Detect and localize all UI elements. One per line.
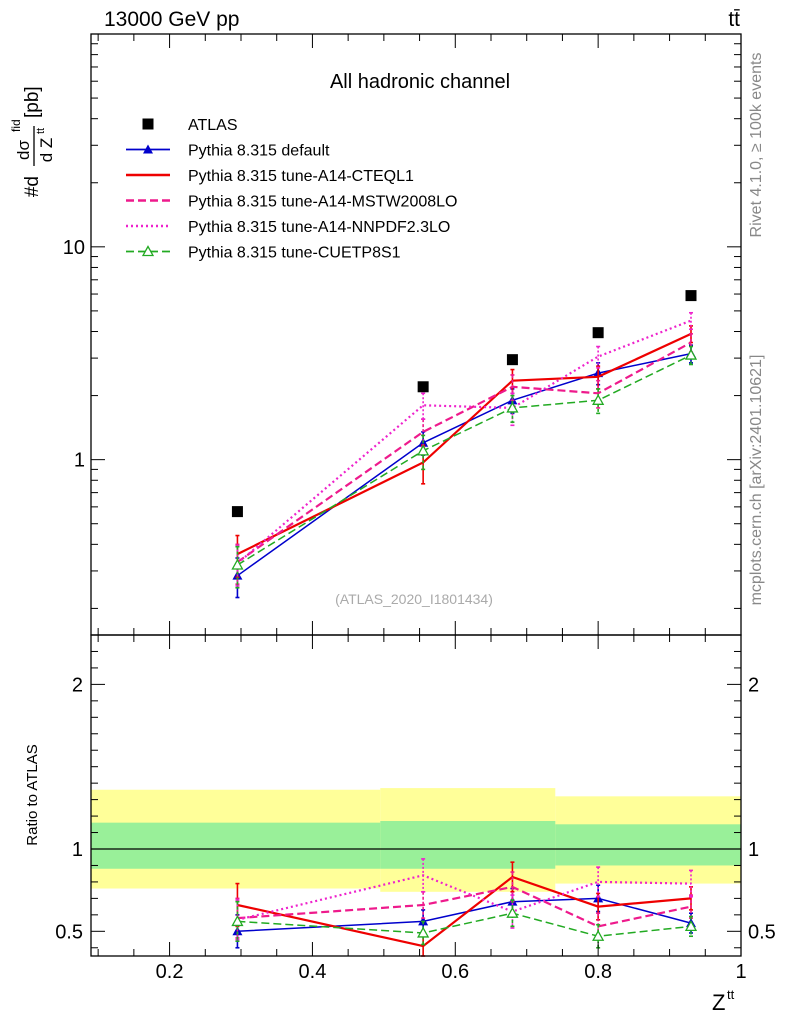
main-series-line-3 [236, 319, 692, 565]
atlas-data-point-3 [592, 327, 604, 339]
legend-label-3: Pythia 8.315 tune-A14-NNPDF2.3LO [188, 219, 450, 236]
svg-text:Z: Z [712, 990, 725, 1015]
main-marker-4-1 [417, 444, 430, 456]
svg-text:#d: #d [22, 176, 43, 197]
legend-label-4: Pythia 8.315 tune-CUETP8S1 [188, 245, 401, 262]
x-axis-label: Z tt [712, 987, 735, 1015]
main-series-line-0 [236, 352, 692, 577]
atlas-data-point-0 [231, 506, 243, 518]
ratio-frame [90, 634, 742, 957]
x-tick-label-2: 0.6 [441, 961, 469, 983]
main-y-tick-label-1: 10 [63, 237, 85, 259]
ratio-marker-4-2 [506, 906, 519, 918]
main-marker-4-0 [231, 558, 244, 570]
ratio-series-line-2 [237, 885, 692, 928]
legend-label-atlas: ATLAS [188, 117, 238, 134]
legend-marker-atlas [142, 118, 154, 130]
svg-text:d Z: d Z [37, 138, 56, 163]
main-panel: 1 10 All hadronic channel (ATLAS_2020_I18… [63, 33, 742, 636]
ratio-panel: 0.5 0.51 12 20.2 0.4 0.6 0.8 1 [55, 634, 776, 983]
x-tick-label-0: 0.2 [156, 961, 184, 983]
main-marker-4-4 [684, 348, 698, 360]
mcplots-label: mcplots.cern.ch [arXiv:2401.10621] [748, 355, 765, 606]
ratio-y-axis-label: Ratio to ATLAS [24, 744, 41, 845]
main-series-line-4 [237, 354, 692, 566]
ratio-marker-4-3 [592, 929, 605, 941]
ratio-band-green-2 [555, 824, 641, 866]
legend-label-1: Pythia 8.315 tune-A14-CTEQL1 [188, 168, 414, 185]
main-marker-4-3 [592, 393, 605, 405]
x-tick-label-3: 0.8 [584, 961, 612, 983]
ratio-y-tick-label-right-0: 0.5 [748, 921, 776, 943]
main-marker-4-2 [506, 401, 519, 413]
rivet-label: Rivet 4.1.0, ≥ 100k events [748, 53, 765, 238]
ratio-y-tick-label-right-1: 1 [748, 839, 759, 861]
atlas-data-point-1 [417, 381, 429, 393]
svg-text:tt: tt [35, 128, 47, 134]
ratio-y-tick-label-0: 0.5 [55, 921, 83, 943]
legend-marker-4 [141, 245, 155, 257]
atlas-data-point-2 [506, 354, 518, 366]
svg-text:dσ: dσ [14, 140, 33, 160]
main-series-line-1 [236, 332, 692, 556]
energy-label: 13000 GeV pp [104, 8, 239, 31]
ratio-band-green-3 [641, 824, 741, 866]
main-title: All hadronic channel [330, 71, 510, 93]
main-y-tick-label-0: 1 [74, 450, 85, 472]
svg-text:[pb]: [pb] [22, 86, 43, 118]
legend-marker-0 [143, 144, 153, 154]
legend-label-0: Pythia 8.315 default [188, 143, 330, 160]
main-y-axis-label: #d dσ fid d Z tt [pb] [9, 86, 56, 197]
ratio-band-green-1 [380, 821, 556, 869]
x-tick-label-1: 0.4 [299, 961, 327, 983]
legend: ATLAS Pythia 8.315 default Pythia 8.315 tu… [126, 117, 457, 262]
x-tick-label-4: 1 [735, 961, 746, 983]
ratio-series-line-4 [237, 912, 692, 937]
analysis-id: (ATLAS_2020_I1801434) [335, 591, 493, 607]
ratio-y-tick-label-2: 2 [72, 674, 83, 696]
ratio-marker-4-1 [417, 926, 430, 938]
svg-text:fid: fid [9, 119, 23, 132]
process-label: tt̄ [728, 8, 740, 31]
ratio-band-green-0 [91, 822, 381, 869]
svg-text:tt: tt [727, 987, 735, 1002]
main-series-line-2 [236, 341, 692, 564]
ratio-marker-4-0 [231, 915, 244, 927]
ratio-y-tick-label-right-2: 2 [748, 674, 759, 696]
atlas-data-point-4 [685, 290, 697, 302]
ratio-y-tick-label-1: 1 [72, 839, 83, 861]
ratio-marker-4-4 [684, 920, 698, 932]
legend-label-2: Pythia 8.315 tune-A14-MSTW2008LO [188, 194, 457, 211]
